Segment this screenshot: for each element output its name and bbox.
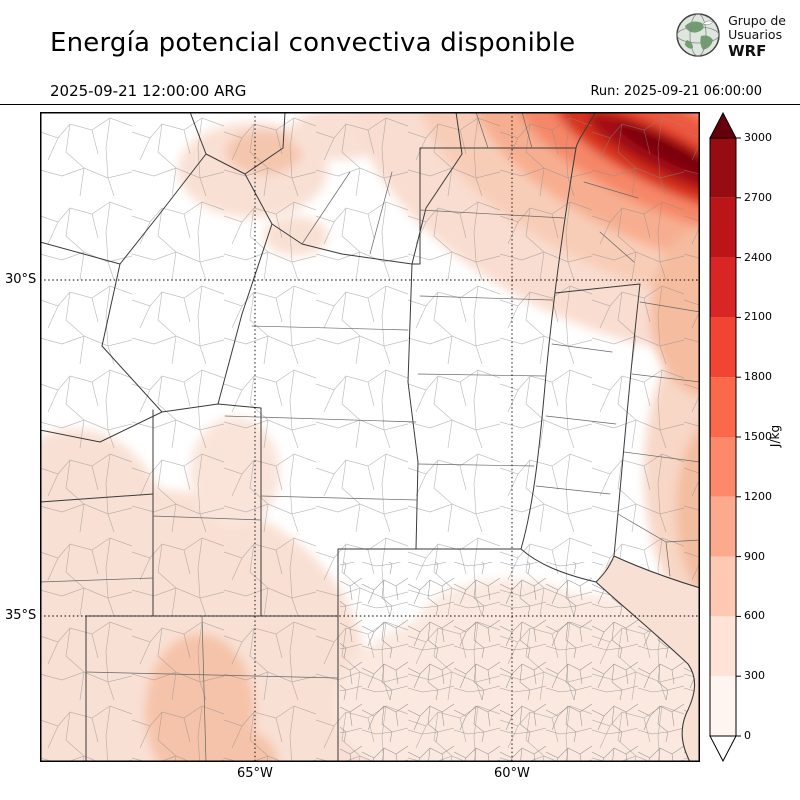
colorbar-tick-2100: 2100 [744,310,772,323]
colorbar-tick-3000: 3000 [744,131,772,144]
logo-wrf-label: WRF [728,41,767,60]
graticule-gridlines [40,112,700,762]
colorbar-tick-300: 300 [744,669,765,682]
colorbar-bands [710,138,736,736]
lon-label-65w: 65°W [237,766,273,781]
province-boundaries [40,112,700,762]
logo-line-2: Usuarios [728,27,783,43]
colorbar-unit-label: J/kg [768,424,783,448]
lat-label-30s: 30°S [5,272,37,287]
wrf-users-logo: Grupo de Usuarios WRF [675,12,786,62]
colorbar-tick-0: 0 [744,729,751,742]
coastline [595,555,700,762]
colorbar-tick-marks [736,137,741,737]
lon-label-60w: 60°W [494,766,530,781]
rio-de-la-plata-water [596,556,700,762]
secondary-boundaries [40,112,700,762]
valid-time-label: 2025-09-21 12:00:00 ARG [50,82,247,100]
header-divider [0,104,800,105]
colorbar-tick-2700: 2700 [744,191,772,204]
colorbar-extend-low-arrow [709,735,737,763]
colorbar-tick-1800: 1800 [744,370,772,383]
page-title: Energía potencial convectiva disponible [50,28,576,58]
colorbar-tick-2400: 2400 [744,251,772,264]
colorbar-tick-1500: 1500 [744,430,772,443]
cape-map-svg [40,112,700,762]
logo-line-1: Grupo de [728,13,786,28]
dense-departments-buenos-aires [340,562,700,762]
map-border [40,112,700,762]
colorbar-extend-high-arrow [709,111,737,139]
colorbar [708,111,744,763]
map-canvas [40,112,700,762]
colorbar-tick-600: 600 [744,609,765,622]
globe-icon [675,12,721,62]
run-time-label: Run: 2025-09-21 06:00:00 [590,84,762,99]
colorbar-tick-900: 900 [744,550,765,563]
lat-label-35s: 35°S [5,608,37,623]
colorbar-tick-1200: 1200 [744,490,772,503]
